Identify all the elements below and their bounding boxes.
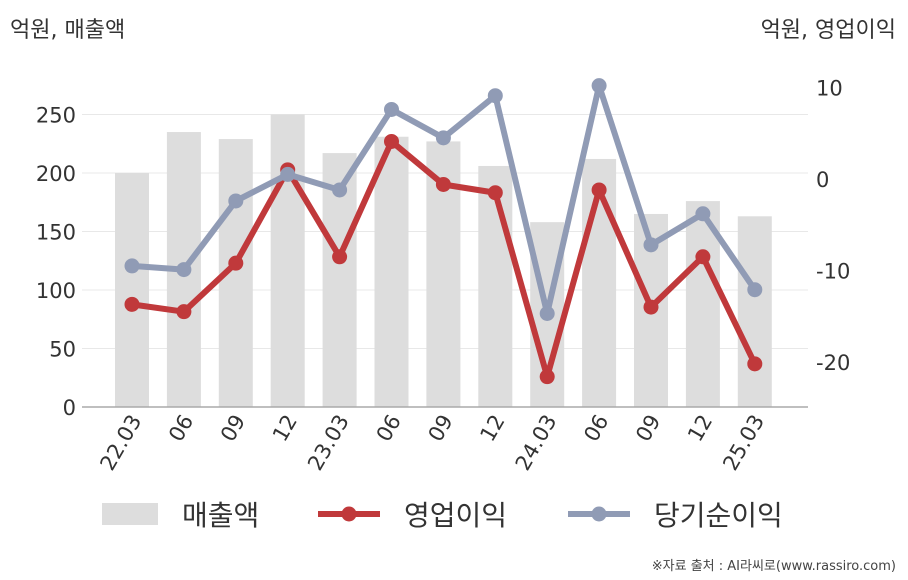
line-series-operating-profit [124, 133, 763, 385]
line-series [124, 78, 763, 385]
data-point [176, 262, 192, 278]
data-point [176, 304, 192, 320]
right-tick-label: 0 [816, 168, 829, 192]
right-tick-label: -10 [816, 260, 850, 284]
bar-sales [115, 173, 149, 407]
data-point [591, 182, 607, 198]
legend: 매출액 영업이익 당기순이익 [102, 499, 783, 532]
x-tick-label: 25.03 [718, 411, 769, 475]
x-tick-label: 12 [475, 411, 509, 446]
right-tick-label: -20 [816, 351, 850, 375]
data-point [384, 101, 399, 117]
data-point [487, 88, 503, 104]
legend-item: 영업이익 [318, 499, 507, 532]
legend-label: 매출액 [182, 499, 259, 532]
x-tick-label: 22.03 [95, 411, 146, 475]
x-tick-label: 06 [164, 411, 198, 446]
data-point [695, 249, 711, 265]
legend-label: 영업이익 [404, 499, 507, 532]
x-tick-label: 06 [579, 411, 613, 446]
data-point [539, 369, 555, 385]
data-point [124, 258, 140, 274]
data-point [643, 299, 659, 315]
data-point [643, 237, 659, 253]
left-tick-label: 50 [49, 338, 76, 362]
line-series-net-income [124, 78, 763, 322]
data-point [228, 255, 244, 271]
left-axis-ticks: 0 50 100 150 200 250 [36, 104, 76, 421]
data-point [124, 296, 140, 312]
data-point [695, 206, 711, 222]
data-point [435, 176, 451, 192]
x-tick-label: 09 [631, 411, 665, 446]
legend-swatch-dot [341, 506, 357, 522]
data-point [747, 356, 763, 372]
legend-swatch-dot [591, 506, 607, 522]
data-point [539, 306, 555, 322]
right-tick-label: 10 [816, 77, 843, 101]
bar-sales [374, 136, 409, 408]
legend-swatch [102, 503, 158, 525]
bar-series-sales [115, 114, 772, 408]
data-point [384, 133, 399, 149]
right-axis-ticks: -20 -10 0 10 [816, 77, 850, 376]
bar-sales [270, 114, 305, 407]
data-point [280, 166, 296, 182]
x-tick-label: 23.03 [303, 411, 354, 475]
data-point [228, 193, 244, 209]
data-point [332, 249, 348, 265]
x-tick-label: 09 [424, 411, 458, 446]
left-tick-label: 100 [36, 279, 76, 303]
legend-item: 당기순이익 [568, 499, 783, 532]
left-tick-label: 150 [36, 221, 76, 245]
data-point [435, 130, 451, 146]
data-point [487, 185, 503, 201]
left-tick-label: 200 [36, 162, 76, 186]
legend-label: 당기순이익 [654, 499, 783, 532]
bar-sales [737, 216, 772, 407]
x-tick-label: 12 [683, 411, 717, 446]
data-point [591, 78, 607, 94]
x-tick-label: 09 [216, 411, 250, 446]
bar-sales [478, 165, 513, 407]
x-axis-ticks: 22.03 06 09 12 23.03 06 09 12 24.03 06 09 12 25.03 [95, 411, 769, 475]
left-axis-title: 억원, 매출액 [10, 18, 126, 43]
left-tick-label: 0 [63, 396, 76, 420]
data-point [747, 282, 763, 298]
source-note: ※자료 출처 : AI라씨로(www.rassiro.com) [651, 559, 896, 574]
legend-item: 매출액 [102, 499, 259, 532]
x-tick-label: 12 [268, 411, 302, 446]
data-point [332, 182, 348, 198]
right-axis-title: 억원, 영업이익 [760, 18, 896, 43]
x-tick-label: 24.03 [511, 411, 562, 475]
x-tick-label: 06 [372, 411, 406, 446]
left-tick-label: 250 [36, 104, 76, 128]
